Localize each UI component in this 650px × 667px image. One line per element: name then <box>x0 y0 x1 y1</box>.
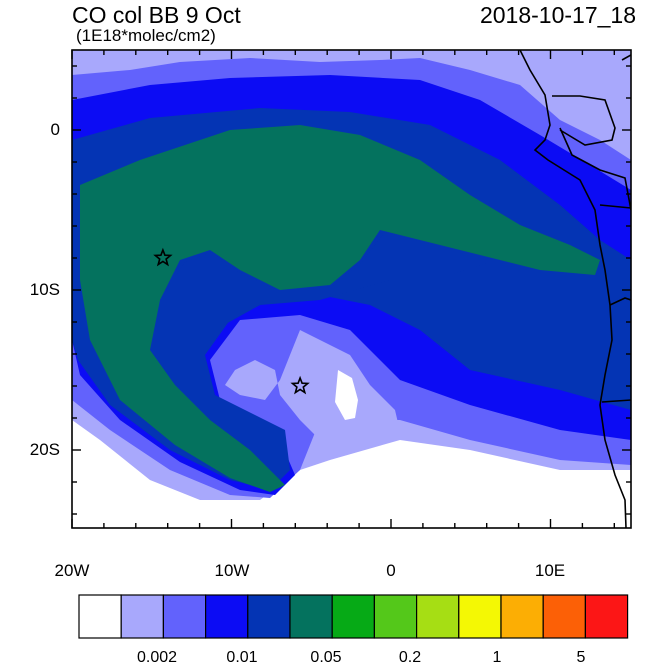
lon-label-20w: 20W <box>54 561 90 580</box>
colorbar-cell <box>458 594 502 639</box>
colorbar-cell <box>205 594 249 639</box>
field-layer <box>72 50 631 528</box>
star-east-marker <box>290 375 310 395</box>
colorbar-cell <box>289 594 333 639</box>
field-swirl-region <box>225 330 402 440</box>
colorbar-cell <box>542 594 587 639</box>
colorbar-label-02: 0.2 <box>398 649 422 666</box>
units-label: (1E18*molec/cm2) <box>76 26 216 45</box>
map-title: CO col BB 9 Oct <box>72 2 241 28</box>
plot-frame <box>71 49 632 529</box>
field-zero-pocket <box>335 370 358 420</box>
lon-label-10w: 10W <box>214 561 250 580</box>
axis-ticks <box>71 50 631 528</box>
colorbar-cell <box>78 594 122 639</box>
colorbar-cell <box>331 594 376 639</box>
colorbar-label-5: 5 <box>576 649 586 666</box>
colorbar-cell <box>120 594 164 639</box>
colorbar-cell <box>162 594 207 639</box>
lat-label-0: 0 <box>50 120 60 139</box>
colorbar-cell <box>584 594 629 639</box>
colorbar <box>78 594 629 639</box>
lat-label-10s: 10S <box>29 280 60 299</box>
lon-label-10e: 10E <box>534 561 566 580</box>
colorbar-label-0002: 0.002 <box>136 649 178 666</box>
colorbar-cell <box>500 594 544 639</box>
lon-label-0: 0 <box>386 561 396 580</box>
colorbar-label-1: 1 <box>492 649 502 666</box>
marker-layer <box>153 247 310 395</box>
timestamp: 2018-10-17_18 <box>479 2 636 28</box>
coastline <box>519 50 631 528</box>
star-west-marker <box>153 247 173 267</box>
colorbar-cell <box>373 594 418 639</box>
field-plume-region <box>80 125 600 492</box>
colorbar-cell <box>416 594 460 639</box>
field-pocket-region <box>160 232 490 370</box>
colorbar-label-001: 0.01 <box>226 649 258 666</box>
lat-label-20s: 20S <box>29 440 60 459</box>
colorbar-cell <box>247 594 291 639</box>
colorbar-label-005: 0.05 <box>310 649 342 666</box>
